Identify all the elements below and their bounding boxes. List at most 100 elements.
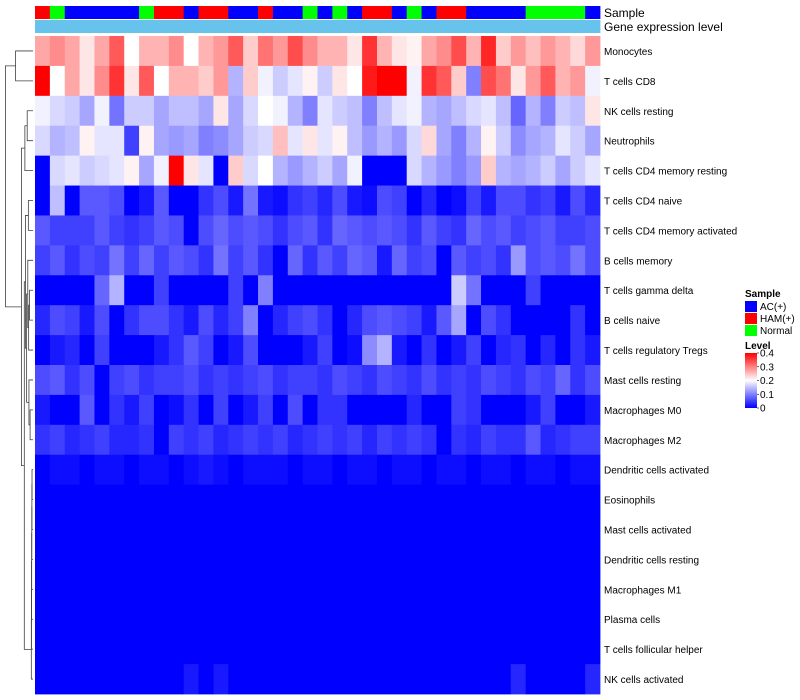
- heatmap-cell: [585, 305, 601, 336]
- heatmap-cell: [376, 155, 393, 186]
- heatmap-cell: [585, 185, 601, 216]
- heatmap-cell: [302, 335, 318, 366]
- heatmap-cell: [317, 604, 333, 635]
- heatmap-cell: [332, 275, 348, 306]
- heatmap-cell: [406, 36, 422, 67]
- heatmap-cell: [168, 365, 185, 396]
- heatmap-cell: [362, 275, 378, 306]
- heatmap-cell: [436, 424, 452, 456]
- heatmap-cell: [64, 544, 81, 575]
- heatmap-cell: [391, 95, 408, 127]
- heatmap-cell: [376, 604, 393, 635]
- heatmap-cell: [272, 514, 289, 545]
- level-color-bar: [745, 353, 757, 408]
- sample-annotation-cell: [139, 6, 155, 19]
- heatmap-cell: [317, 664, 333, 695]
- heatmap-cell: [228, 454, 244, 486]
- heatmap-cell: [525, 155, 541, 186]
- heatmap-cell: [540, 36, 556, 67]
- heatmap-cell: [124, 514, 140, 545]
- row-dendrogram: [5, 50, 33, 680]
- heatmap-cell: [35, 275, 51, 306]
- heatmap-cell: [258, 544, 274, 575]
- heatmap-cell: [183, 574, 199, 605]
- heatmap-cell: [510, 215, 527, 246]
- heatmap-cell: [362, 394, 378, 426]
- heatmap-cell: [258, 335, 274, 366]
- heatmap-cell: [287, 634, 304, 665]
- heatmap-cell: [272, 185, 289, 216]
- heatmap-cell: [198, 305, 214, 336]
- heatmap-cell: [79, 275, 95, 306]
- heatmap-cell: [302, 65, 318, 97]
- heatmap-cell: [287, 544, 304, 575]
- heatmap-cell: [570, 185, 586, 216]
- heatmap-cell: [302, 215, 318, 246]
- annotation-label-sample: Sample: [604, 6, 645, 20]
- heatmap-cell: [49, 155, 66, 186]
- heatmap-cell: [376, 275, 393, 306]
- heatmap-cell: [49, 394, 66, 426]
- heatmap-cell: [49, 424, 66, 456]
- heatmap-cell: [139, 215, 155, 246]
- heatmap-cell: [287, 305, 304, 336]
- heatmap-cell: [94, 574, 110, 605]
- heatmap-cell: [153, 424, 170, 456]
- heatmap-cell: [555, 275, 571, 306]
- heatmap-cell: [332, 634, 348, 665]
- heatmap-cell: [555, 215, 571, 246]
- heatmap-cell: [540, 335, 556, 366]
- row-label: B cells memory: [604, 256, 672, 267]
- heatmap-cell: [258, 275, 274, 306]
- heatmap-cell: [168, 95, 185, 127]
- heatmap-cell: [317, 544, 333, 575]
- heatmap-cell: [555, 544, 571, 575]
- heatmap-cell: [168, 484, 185, 515]
- heatmap-cell: [228, 514, 244, 545]
- heatmap-cell: [347, 544, 363, 575]
- heatmap-cell: [406, 65, 422, 97]
- heatmap-cell: [228, 604, 244, 635]
- heatmap-cell: [79, 125, 95, 157]
- heatmap-cell: [406, 245, 422, 276]
- heatmap-cell: [153, 604, 170, 635]
- heatmap-cell: [198, 424, 214, 456]
- heatmap-cell: [570, 36, 586, 67]
- heatmap-cell: [139, 245, 155, 276]
- heatmap-cell: [555, 634, 571, 665]
- heatmap-cell: [421, 514, 437, 545]
- row-label: T cells gamma delta: [604, 286, 694, 297]
- heatmap-cell: [525, 634, 541, 665]
- heatmap-cell: [525, 544, 541, 575]
- heatmap-cell: [317, 185, 333, 216]
- sample-annotation-cell: [362, 6, 378, 19]
- heatmap-cell: [168, 574, 185, 605]
- heatmap-cell: [540, 544, 556, 575]
- heatmap-cell: [94, 424, 110, 456]
- heatmap-cell: [555, 484, 571, 515]
- heatmap-cell: [243, 275, 259, 306]
- heatmap-cell: [406, 305, 422, 336]
- heatmap-cell: [436, 95, 452, 127]
- heatmap-cell: [495, 574, 512, 605]
- heatmap-cell: [436, 365, 452, 396]
- heatmap-cell: [332, 484, 348, 515]
- heatmap-cell: [168, 544, 185, 575]
- heatmap-cell: [153, 544, 170, 575]
- heatmap-cell: [124, 634, 140, 665]
- sample-annotation-cell: [64, 6, 81, 19]
- heatmap-cell: [451, 95, 467, 127]
- heatmap-cell: [287, 604, 304, 635]
- heatmap-cell: [168, 245, 185, 276]
- heatmap-cell: [481, 245, 497, 276]
- heatmap-cell: [168, 125, 185, 157]
- heatmap-cell: [317, 275, 333, 306]
- heatmap-cell: [466, 275, 482, 306]
- heatmap-cell: [406, 454, 422, 486]
- heatmap-cell: [406, 424, 422, 456]
- heatmap-cell: [451, 664, 467, 695]
- heatmap-cell: [228, 424, 244, 456]
- heatmap-cell: [243, 365, 259, 396]
- heatmap-cell: [35, 634, 51, 665]
- heatmap-cell: [481, 544, 497, 575]
